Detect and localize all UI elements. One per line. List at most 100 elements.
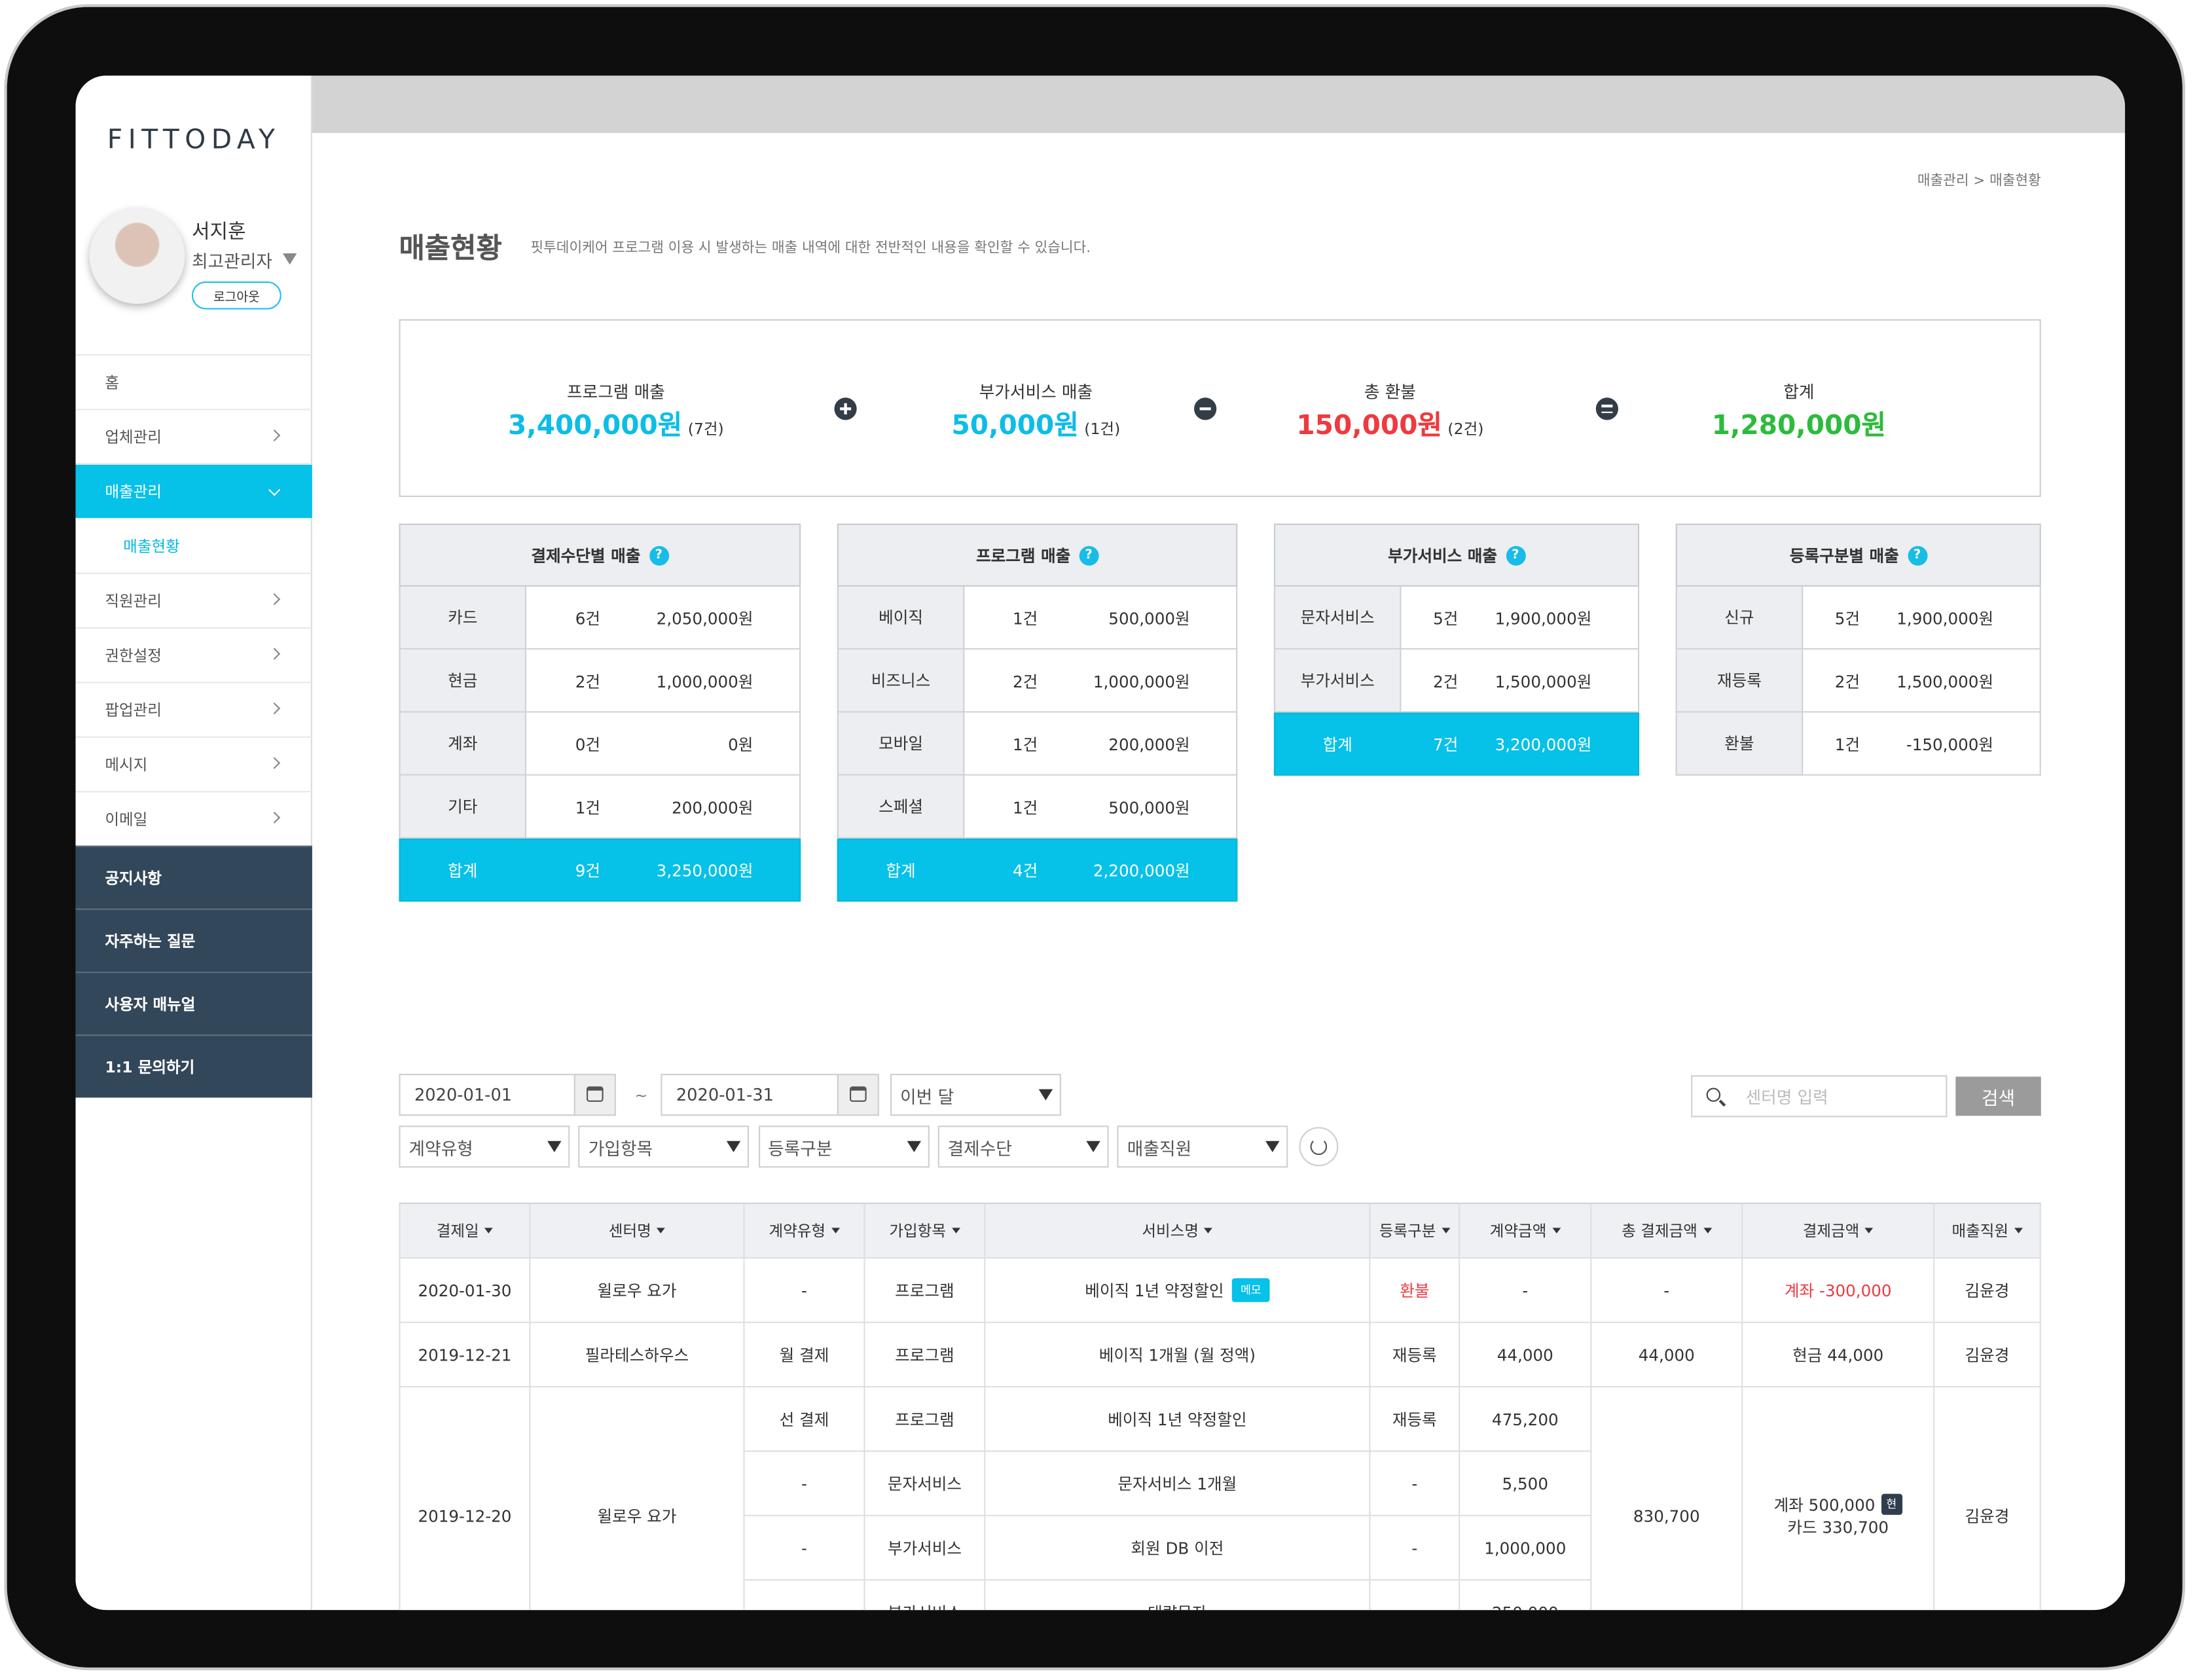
- menu-item[interactable]: 이메일: [75, 791, 312, 845]
- menu-item[interactable]: 팝업관리: [75, 682, 312, 736]
- avatar: [89, 208, 185, 304]
- card-row-amount: 200,000원: [1108, 734, 1190, 754]
- select[interactable]: 이번 달: [890, 1074, 1061, 1116]
- select-arrow: [1265, 1141, 1280, 1152]
- summary-amount: 3,400,000원 (7건): [448, 405, 784, 441]
- summary-box: [399, 319, 2041, 498]
- select[interactable]: 매출직원: [1117, 1125, 1288, 1168]
- card-row-count: 2건: [1013, 671, 1038, 691]
- card-row-label: 합계: [886, 860, 916, 880]
- sidebar-link[interactable]: 1:1 문의하기: [75, 1034, 312, 1098]
- cell-item: 부가서비스: [865, 1580, 986, 1611]
- card-row-count: 1건: [1013, 797, 1038, 817]
- card-row-label: 모바일: [837, 712, 965, 776]
- sort-caret: [657, 1228, 666, 1233]
- table-header-cell[interactable]: 매출직원: [1934, 1202, 2041, 1259]
- card-row-amount: 3,250,000원: [656, 860, 753, 880]
- summary-amount: 50,000원 (1건): [868, 405, 1204, 441]
- bar: [1601, 411, 1613, 414]
- sort-caret: [484, 1228, 494, 1233]
- select[interactable]: 가입항목: [578, 1125, 750, 1168]
- cell-date: 2020-01-30: [399, 1258, 531, 1323]
- cell-center: 윌로우 요가: [530, 1387, 745, 1611]
- menu-item[interactable]: 메시지: [75, 736, 312, 791]
- cell-amount: 44,000: [1460, 1323, 1592, 1388]
- cell-amount: 1,000,000: [1460, 1516, 1592, 1581]
- table-header-cell[interactable]: 계약금액: [1460, 1202, 1592, 1259]
- help-icon: ?: [649, 545, 669, 565]
- sidebar-link[interactable]: 공지사항: [75, 845, 312, 909]
- screen: FITTODAY 서지훈 최고관리자 로그아웃 홈 업체관리 매출관리 매출현황 직원관리 권한설…: [75, 75, 2126, 1611]
- cell-staff: 김윤경: [1934, 1258, 2041, 1323]
- sidebar: [75, 75, 312, 1611]
- card-total-row: [399, 838, 801, 902]
- card-row-count: 1건: [575, 797, 601, 817]
- menu-item[interactable]: 권한설정: [75, 627, 312, 682]
- card-row-amount: 1,500,000원: [1896, 671, 1994, 691]
- menu-item[interactable]: 매출관리: [75, 463, 312, 519]
- cell-date: 2019-12-21: [399, 1323, 531, 1388]
- cell-service: 베이직 1개월 (월 정액): [985, 1323, 1371, 1388]
- cell-contract: -: [744, 1452, 865, 1516]
- sort-caret: [1204, 1228, 1213, 1233]
- table-header-cell[interactable]: 계약유형: [744, 1202, 865, 1259]
- payment-line: 계좌 -300,000: [1785, 1279, 1892, 1301]
- cell-service: 대량문자: [985, 1580, 1371, 1611]
- calendar-button[interactable]: [573, 1074, 616, 1116]
- table-header-cell[interactable]: 가입항목: [865, 1202, 986, 1259]
- submenu-item[interactable]: 매출현황: [123, 537, 180, 555]
- date-to[interactable]: 2020-01-31: [661, 1074, 839, 1116]
- payment-text: 계좌 500,000: [1773, 1494, 1876, 1514]
- card-row-amount: 200,000원: [672, 797, 753, 817]
- card-row-count: 5건: [1834, 608, 1860, 629]
- summary-label: 합계: [1783, 381, 1815, 401]
- menu-item[interactable]: 직원관리: [75, 572, 312, 627]
- payment-text: 계좌 -300,000: [1784, 1280, 1892, 1300]
- card-row-label: 합계: [448, 860, 478, 880]
- table-header-cell[interactable]: 총 결제금액: [1591, 1202, 1743, 1259]
- table-header-cell[interactable]: 등록구분: [1370, 1202, 1460, 1259]
- bar: [1199, 407, 1211, 411]
- cell-registration: 재등록: [1370, 1323, 1460, 1388]
- cell-amount: 250,000: [1460, 1580, 1592, 1611]
- search-input[interactable]: 센터명 입력: [1691, 1075, 1948, 1118]
- dropdown-arrow: [282, 253, 297, 265]
- count: (2건): [1447, 420, 1484, 439]
- search-button[interactable]: 검색: [1955, 1076, 2041, 1116]
- table-header-cell[interactable]: 서비스명: [985, 1202, 1371, 1259]
- table-header-cell[interactable]: 결제일: [399, 1202, 531, 1259]
- table-header-cell[interactable]: 결제금액: [1743, 1202, 1935, 1259]
- user-role: 최고관리자: [191, 250, 272, 272]
- calendar-button[interactable]: [837, 1074, 879, 1116]
- summary-amount: 150,000원 (2건): [1222, 405, 1558, 441]
- bar: [844, 403, 847, 414]
- card-row-count: 2건: [1433, 671, 1459, 691]
- sidebar-link[interactable]: 자주하는 질문: [75, 908, 312, 972]
- page-description: 핏투데이케어 프로그램 이용 시 발생하는 매출 내역에 대한 전반적인 내용을…: [530, 240, 1091, 256]
- sort-caret: [1441, 1228, 1450, 1233]
- cell-staff: 김윤경: [1934, 1387, 2041, 1611]
- memo-badge[interactable]: 메모: [1232, 1278, 1270, 1302]
- select[interactable]: 등록구분: [758, 1125, 930, 1168]
- cell-item: 프로그램: [865, 1323, 986, 1388]
- logout-button[interactable]: 로그아웃: [191, 281, 281, 310]
- card-row-amount: 1,500,000원: [1495, 671, 1592, 691]
- card-row-count: 6건: [575, 608, 601, 629]
- sidebar-link[interactable]: 사용자 매뉴얼: [75, 972, 312, 1035]
- card-row-label: 비즈니스: [837, 649, 965, 713]
- card-row-label: 문자서비스: [1273, 586, 1402, 650]
- cell-payment: 현금 44,000: [1743, 1323, 1935, 1388]
- menu-item[interactable]: 업체관리: [75, 409, 312, 463]
- table-header-cell[interactable]: 센터명: [530, 1202, 745, 1259]
- cell-center: 필라테스하우스: [530, 1323, 745, 1388]
- card-row-count: 1건: [1834, 734, 1860, 754]
- date-from[interactable]: 2020-01-01: [399, 1074, 575, 1116]
- select[interactable]: 결제수단: [937, 1125, 1109, 1168]
- cell-registration: -: [1370, 1580, 1460, 1611]
- card-header: 등록구분별 매출?: [1675, 523, 2041, 587]
- select[interactable]: 계약유형: [399, 1125, 570, 1168]
- card-row-count: 4건: [1013, 860, 1038, 880]
- menu-item[interactable]: 홈: [75, 354, 312, 409]
- cell-service: 문자서비스 1개월: [985, 1452, 1371, 1516]
